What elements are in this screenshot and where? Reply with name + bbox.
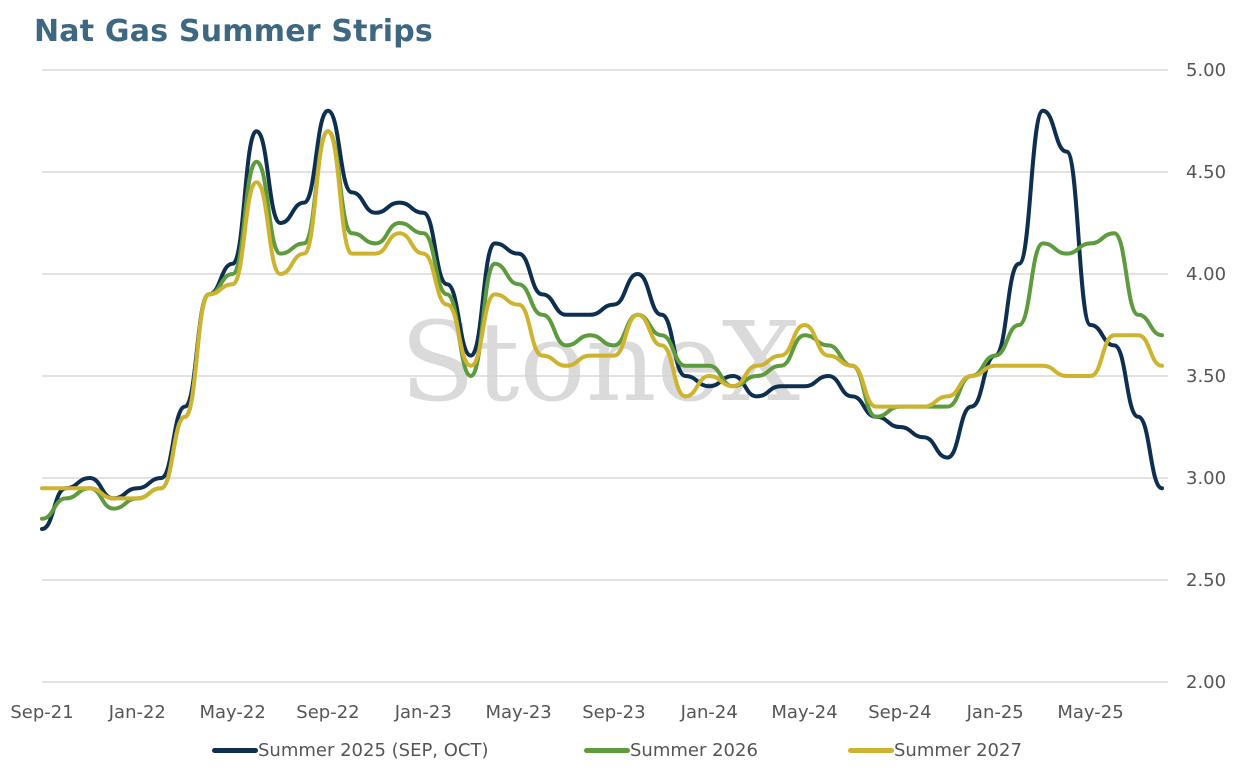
series-line-1 — [40, 108, 1164, 531]
chart-title: Nat Gas Summer Strips — [34, 14, 433, 49]
legend-item-3: Summer 2027 — [848, 740, 1022, 761]
line-chart: StoneX 2.002.503.003.504.004.505.00 Sep-… — [10, 60, 1226, 723]
x-axis: Sep-21 Jan-22 May-22 Sep-22 Jan-23 May-23 Sep-… — [10, 702, 1123, 723]
legend-item-1: Summer 2025 (SEP, OCT) — [212, 740, 489, 761]
y-tick-label: 2.50 — [1186, 570, 1226, 591]
x-tick-label: Jan-25 — [966, 702, 1024, 723]
series-lines — [40, 108, 1164, 531]
y-tick-label: 2.00 — [1186, 672, 1226, 693]
grid-lines — [42, 69, 1168, 683]
x-tick-label: May-23 — [485, 702, 551, 723]
legend-label: Summer 2027 — [894, 740, 1022, 761]
x-tick-label: May-24 — [771, 702, 837, 723]
legend-swatch — [212, 748, 258, 753]
x-tick-label: Sep-22 — [296, 702, 359, 723]
x-tick-label: Jan-23 — [394, 702, 452, 723]
y-tick-label: 3.00 — [1186, 468, 1226, 489]
legend: Summer 2025 (SEP, OCT) Summer 2026 Summer … — [0, 740, 1239, 770]
x-tick-label: May-22 — [199, 702, 265, 723]
x-tick-label: Sep-24 — [868, 702, 931, 723]
y-tick-label: 3.50 — [1186, 366, 1226, 387]
y-tick-label: 4.50 — [1186, 162, 1226, 183]
x-tick-label: Jan-24 — [680, 702, 738, 723]
series-line-3 — [40, 129, 1164, 501]
legend-label: Summer 2025 (SEP, OCT) — [258, 740, 489, 761]
legend-swatch — [584, 748, 630, 753]
x-tick-label: Sep-21 — [10, 702, 73, 723]
x-tick-label: Jan-22 — [108, 702, 166, 723]
y-tick-label: 4.00 — [1186, 264, 1226, 285]
legend-item-2: Summer 2026 — [584, 740, 758, 761]
x-tick-label: May-25 — [1057, 702, 1123, 723]
x-tick-label: Sep-23 — [582, 702, 645, 723]
legend-label: Summer 2026 — [630, 740, 758, 761]
y-tick-label: 5.00 — [1186, 60, 1226, 81]
y-axis: 2.00 2.50 3.00 3.50 4.00 4.50 5.00 — [1186, 60, 1226, 693]
legend-swatch — [848, 748, 894, 753]
